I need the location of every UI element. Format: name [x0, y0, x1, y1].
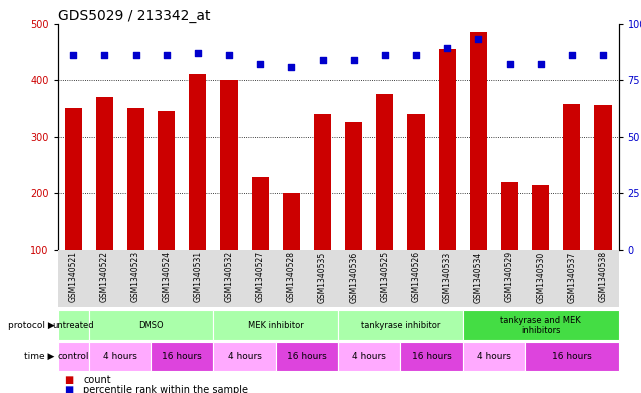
Point: [99, 52, 110, 58]
Bar: [463, 310, 619, 340]
Point: [317, 57, 328, 63]
Bar: [213, 310, 338, 340]
Bar: [408, 114, 424, 250]
Text: ■: ■: [64, 385, 73, 393]
Point: [162, 52, 172, 58]
Text: GSM1340534: GSM1340534: [474, 251, 483, 303]
Point: [379, 52, 390, 58]
Text: 16 hours: 16 hours: [412, 352, 451, 361]
Point: [411, 52, 421, 58]
Text: MEK inhibitor: MEK inhibitor: [248, 321, 304, 330]
Point: [504, 61, 515, 67]
Text: 4 hours: 4 hours: [228, 352, 262, 361]
Text: 4 hours: 4 hours: [477, 352, 511, 361]
Point: [224, 52, 234, 58]
Text: GSM1340522: GSM1340522: [100, 251, 109, 302]
Text: 16 hours: 16 hours: [287, 352, 327, 361]
Bar: [345, 123, 362, 250]
Text: GDS5029 / 213342_at: GDS5029 / 213342_at: [58, 9, 210, 22]
Text: GSM1340524: GSM1340524: [162, 251, 171, 302]
Bar: [283, 193, 300, 250]
Bar: [338, 342, 401, 371]
Text: 16 hours: 16 hours: [162, 352, 202, 361]
Text: GSM1340537: GSM1340537: [567, 251, 576, 303]
Text: 4 hours: 4 hours: [103, 352, 137, 361]
Bar: [501, 182, 518, 250]
Bar: [376, 94, 394, 250]
Text: GSM1340531: GSM1340531: [194, 251, 203, 302]
Point: [567, 52, 577, 58]
Bar: [401, 342, 463, 371]
Text: 16 hours: 16 hours: [552, 352, 592, 361]
Bar: [151, 342, 213, 371]
Text: control: control: [58, 352, 89, 361]
Text: GSM1340527: GSM1340527: [256, 251, 265, 302]
Bar: [127, 108, 144, 250]
Bar: [89, 310, 213, 340]
Point: [255, 61, 265, 67]
Bar: [252, 177, 269, 250]
Text: GSM1340535: GSM1340535: [318, 251, 327, 303]
Bar: [158, 111, 176, 250]
Bar: [221, 80, 238, 250]
Bar: [463, 342, 525, 371]
Text: GSM1340530: GSM1340530: [536, 251, 545, 303]
Text: time ▶: time ▶: [24, 352, 54, 361]
Point: [349, 57, 359, 63]
Bar: [525, 342, 619, 371]
Text: GSM1340533: GSM1340533: [443, 251, 452, 303]
Bar: [89, 342, 151, 371]
Point: [193, 50, 203, 56]
Bar: [314, 114, 331, 250]
Bar: [470, 32, 487, 250]
Point: [473, 36, 483, 42]
Text: GSM1340538: GSM1340538: [599, 251, 608, 302]
Bar: [58, 342, 89, 371]
Bar: [213, 342, 276, 371]
Text: tankyrase and MEK
inhibitors: tankyrase and MEK inhibitors: [500, 316, 581, 335]
Point: [287, 63, 297, 70]
Text: protocol ▶: protocol ▶: [8, 321, 54, 330]
Bar: [58, 310, 89, 340]
Bar: [65, 108, 82, 250]
Point: [442, 45, 453, 51]
Bar: [438, 49, 456, 250]
Text: GSM1340528: GSM1340528: [287, 251, 296, 302]
Text: 4 hours: 4 hours: [353, 352, 387, 361]
Bar: [594, 105, 612, 250]
Text: GSM1340529: GSM1340529: [505, 251, 514, 302]
Text: DMSO: DMSO: [138, 321, 164, 330]
Text: untreated: untreated: [53, 321, 94, 330]
Text: tankyrase inhibitor: tankyrase inhibitor: [361, 321, 440, 330]
Bar: [189, 74, 206, 250]
Point: [535, 61, 545, 67]
Text: ■: ■: [64, 375, 73, 385]
Bar: [96, 97, 113, 250]
Text: GSM1340536: GSM1340536: [349, 251, 358, 303]
Bar: [276, 342, 338, 371]
Point: [131, 52, 141, 58]
Text: percentile rank within the sample: percentile rank within the sample: [83, 385, 248, 393]
Text: GSM1340523: GSM1340523: [131, 251, 140, 302]
Text: GSM1340526: GSM1340526: [412, 251, 420, 302]
Text: GSM1340532: GSM1340532: [224, 251, 233, 302]
Bar: [563, 104, 580, 250]
Bar: [338, 310, 463, 340]
Point: [598, 52, 608, 58]
Text: GSM1340521: GSM1340521: [69, 251, 78, 302]
Bar: [532, 185, 549, 250]
Text: GSM1340525: GSM1340525: [380, 251, 389, 302]
Text: count: count: [83, 375, 111, 385]
Point: [68, 52, 78, 58]
